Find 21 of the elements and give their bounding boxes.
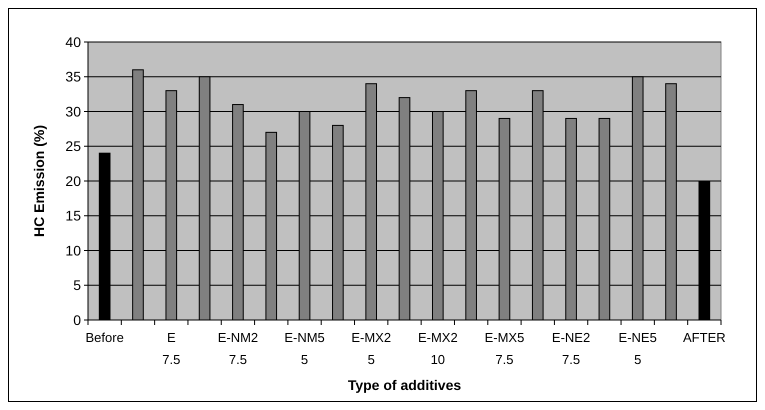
x-tick-label: E-MX2 5	[351, 330, 392, 367]
y-tick-label: 10	[65, 242, 82, 258]
x-axis-title: Type of additives	[348, 377, 462, 393]
x-tick-label: Before	[86, 330, 124, 345]
y-tick-label: 40	[65, 34, 82, 50]
x-tick-label: E-NM5 5	[284, 330, 325, 367]
y-tick-label: 20	[65, 172, 82, 189]
x-tick-label: E-NE5 5	[618, 330, 657, 367]
x-tick-label: E-NE2 7.5	[552, 330, 590, 367]
y-tick-label: 30	[65, 103, 82, 120]
y-tick-label: 25	[65, 138, 82, 154]
y-tick-label: 35	[65, 68, 82, 85]
y-tick-label: 15	[65, 208, 82, 224]
x-tick-label: E 7.5	[162, 330, 180, 367]
x-tick-label: AFTER	[683, 330, 726, 345]
y-axis-title: HC Emission (%)	[31, 124, 47, 238]
y-tick-label: 5	[73, 277, 82, 294]
y-tick-label: 0	[73, 312, 82, 328]
x-tick-label: E-MX5 7.5	[484, 330, 524, 367]
x-tick-label: E-MX2 10	[418, 330, 458, 367]
x-tick-label: E-NM2 7.5	[218, 330, 258, 367]
